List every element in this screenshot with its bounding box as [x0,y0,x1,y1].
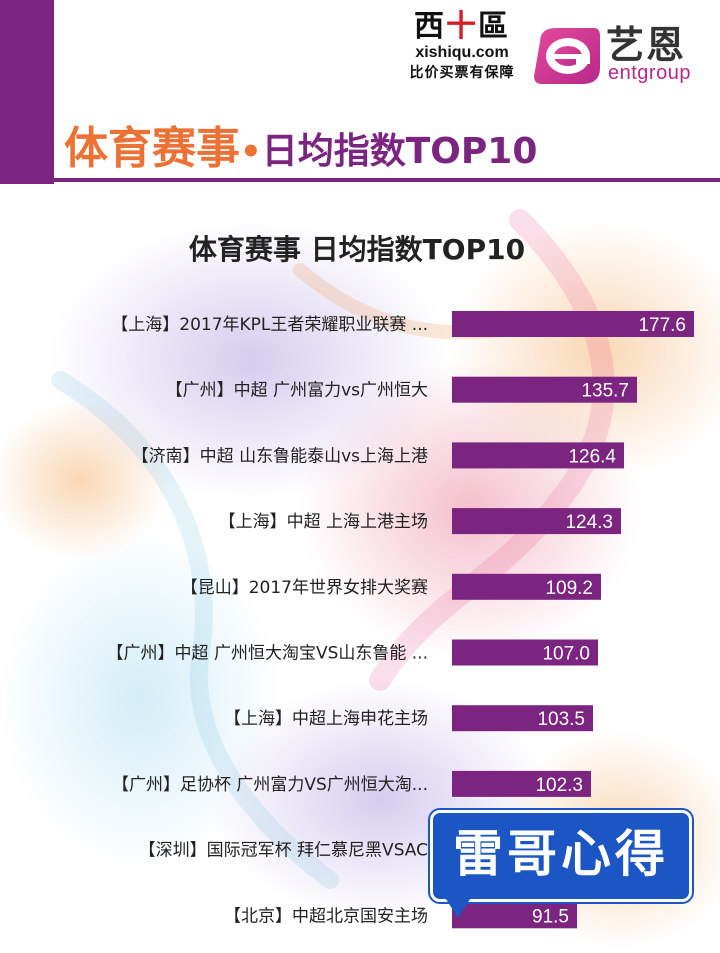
xishiqu-logo-mark: 西十區 [392,10,532,44]
category-label: 【上海】中超 上海上港主场 [219,512,428,532]
entgroup-english-name: entgroup [608,62,691,84]
value-label: 177.6 [638,315,686,336]
bar [452,902,577,929]
value-label: 124.3 [565,512,613,533]
entgroup-emblem-icon [534,28,600,84]
chart-title: 体育赛事 日均指数TOP10 [189,233,525,266]
bar [452,705,593,732]
badge-text: 雷哥心得 [453,825,669,883]
badge-speech-tail [444,896,472,918]
value-label: 102.3 [535,775,583,796]
category-label: 【深圳】国际冠军杯 拜仁慕尼黑VSAC [139,841,428,861]
bar [452,508,621,535]
value-label: 103.5 [537,709,585,730]
xishiqu-mark-left: 西 [414,9,446,44]
bar [452,376,637,403]
background-splash-art [0,209,720,950]
value-label: 135.7 [581,381,629,402]
headline-metric: 日均指数TOP10 [261,131,538,172]
xishiqu-url: xishiqu.com [415,44,509,61]
badge-plate [430,810,692,902]
bar [452,639,598,666]
category-label: 【北京】中超北京国安主场 [224,906,428,926]
header-left-accent-bar [0,0,54,184]
value-label: 91.5 [532,906,569,927]
headline-category: 体育赛事 [64,123,240,174]
entgroup-logo[interactable]: 艺恩 entgroup [528,14,708,94]
bar [452,573,601,600]
bar [452,311,694,337]
bar [452,442,624,469]
xishiqu-mark-plus: 十 [446,9,478,44]
category-label: 【广州】足协杯 广州富力VS广州恒大淘... [112,775,428,795]
entgroup-chinese-name: 艺恩 [606,23,687,67]
bar [452,770,591,797]
value-label: 109.2 [545,578,593,599]
leige-xinde-badge: 雷哥心得 [424,804,696,922]
value-label: 126.4 [568,446,616,467]
category-label: 【上海】2017年KPL王者荣耀职业联赛 ... [111,314,428,335]
category-label: 【济南】中超 山东鲁能泰山vs上海上港 [132,446,428,466]
category-label: 【广州】中超 广州富力vs广州恒大 [166,381,428,401]
headline-separator: • [240,132,262,172]
value-label: 107.0 [542,644,590,665]
xishiqu-logo[interactable]: 西十區 xishiqu.com 比价买票有保障 [392,10,532,90]
category-label: 【上海】中超上海申花主场 [224,709,428,729]
category-label: 【昆山】2017年世界女排大奖赛 [181,577,428,598]
xishiqu-mark-right: 區 [478,9,510,44]
header-divider-line [54,178,720,182]
xishiqu-slogan: 比价买票有保障 [409,65,515,81]
page-headline: 体育赛事•日均指数TOP10 [64,112,537,176]
category-label: 【广州】中超 广州恒大淘宝VS山东鲁能 ... [107,644,428,664]
